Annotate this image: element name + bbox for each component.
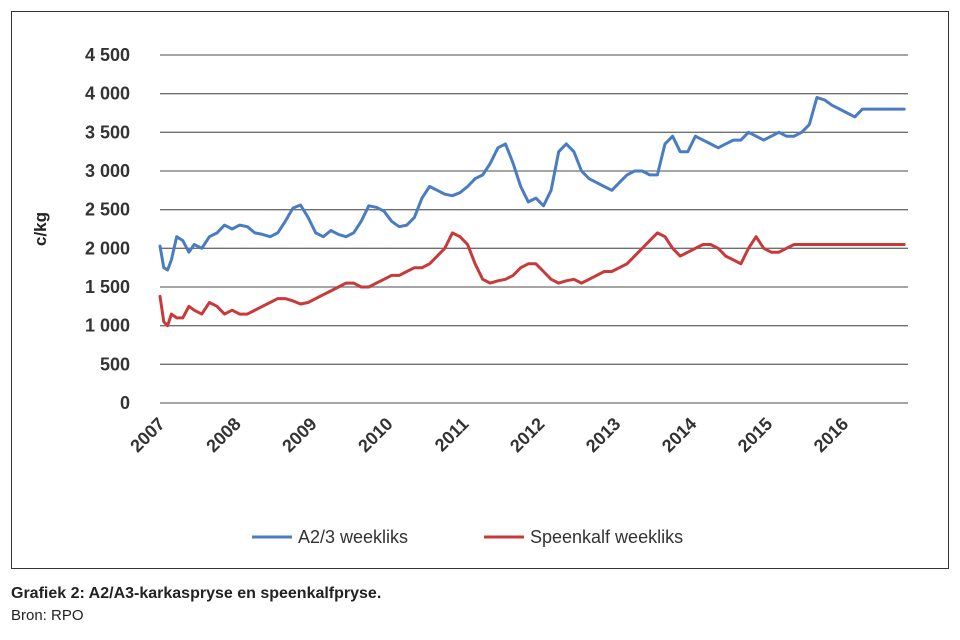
chart-frame: 0 500 1 000 1 500 2 000 2 500 3 000 3 500 4 000 4… bbox=[11, 11, 949, 569]
y-tick-label: 1 000 bbox=[85, 316, 130, 336]
series-line-a2-3 bbox=[158, 96, 906, 272]
y-tick-label: 2 500 bbox=[85, 200, 130, 220]
x-tick-label: 2010 bbox=[354, 414, 396, 456]
x-axis-ticks: 2007 2008 2009 2010 2011 2012 2013 2014 2015 2016 bbox=[126, 414, 852, 456]
y-tick-label: 4 500 bbox=[85, 45, 130, 65]
y-tick-label: 1 500 bbox=[85, 277, 130, 297]
x-tick-label: 2008 bbox=[202, 414, 244, 456]
y-tick-label: 3 500 bbox=[85, 122, 130, 142]
y-axis-ticks: 0 500 1 000 1 500 2 000 2 500 3 000 3 500 4 000 4… bbox=[85, 45, 130, 413]
legend: A2/3 weekliks Speenkalf weekliks bbox=[252, 527, 683, 547]
grid bbox=[160, 54, 908, 404]
x-tick-label: 2015 bbox=[734, 414, 776, 456]
y-tick-label: 2 000 bbox=[85, 238, 130, 258]
line-chart: 0 500 1 000 1 500 2 000 2 500 3 000 3 500 4 000 4… bbox=[31, 45, 908, 547]
x-tick-label: 2011 bbox=[431, 414, 473, 456]
x-tick-label: 2013 bbox=[582, 414, 624, 456]
series bbox=[158, 96, 906, 328]
y-tick-label: 500 bbox=[100, 354, 130, 374]
x-tick-label: 2007 bbox=[126, 414, 168, 456]
series-line-speenkalf bbox=[158, 231, 906, 328]
x-tick-label: 2016 bbox=[810, 414, 852, 456]
x-tick-label: 2009 bbox=[278, 414, 320, 456]
x-tick-label: 2014 bbox=[658, 414, 700, 456]
y-tick-label: 4 000 bbox=[85, 84, 130, 104]
chart-source: Bron: RPO bbox=[11, 607, 84, 624]
chart-caption: Grafiek 2: A2/A3-karkaspryse en speenkal… bbox=[11, 585, 382, 602]
y-axis-label: c/kg bbox=[31, 212, 50, 246]
y-tick-label: 0 bbox=[120, 393, 130, 413]
y-tick-label: 3 000 bbox=[85, 161, 130, 181]
x-tick-label: 2012 bbox=[506, 414, 548, 456]
legend-label: Speenkalf weekliks bbox=[530, 527, 683, 547]
legend-label: A2/3 weekliks bbox=[298, 527, 408, 547]
